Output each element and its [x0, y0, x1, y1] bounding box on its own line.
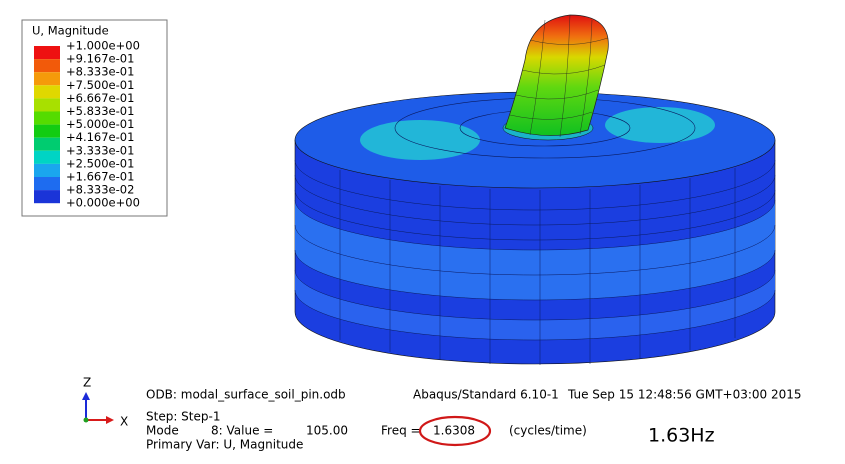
- legend-label: +7.500e-01: [66, 78, 134, 92]
- pin: [504, 14, 609, 136]
- legend-swatch: [34, 59, 60, 73]
- triad-arrow: [82, 392, 90, 400]
- legend: +1.000e+00+9.167e-01+8.333e-01+7.500e-01…: [34, 39, 140, 210]
- side-mesh: [294, 159, 776, 365]
- legend-swatch: [34, 111, 60, 125]
- info-text: ODB: modal_surface_soil_pin.odb: [146, 388, 346, 402]
- top-zone: [605, 107, 715, 143]
- model: [294, 14, 776, 365]
- info-text: 8: Value =: [211, 424, 273, 438]
- legend-label: +4.167e-01: [66, 130, 134, 144]
- info-text: Freq =: [381, 424, 421, 438]
- legend-swatch: [34, 190, 60, 204]
- legend-label: +2.500e-01: [66, 156, 134, 170]
- triad-label: X: [120, 415, 128, 429]
- annotation: 1.63Hz: [648, 425, 715, 447]
- legend-label: +6.667e-01: [66, 91, 134, 105]
- legend-swatch: [34, 177, 60, 191]
- info-text: Abaqus/Standard 6.10-1: [413, 388, 559, 402]
- highlight-ellipse: [418, 415, 492, 447]
- legend-label: +1.667e-01: [66, 170, 134, 184]
- legend-label: +3.333e-01: [66, 143, 134, 157]
- top-zone: [360, 120, 480, 160]
- legend-label: +1.000e+00: [66, 39, 140, 53]
- legend-swatch: [34, 85, 60, 99]
- triad-label: Z: [83, 376, 91, 390]
- triad-arrow: [106, 416, 114, 424]
- triad-origin: [83, 417, 89, 423]
- info-text: Tue Sep 15 12:48:56 GMT+03:00 2015: [567, 388, 802, 402]
- legend-swatch: [34, 137, 60, 151]
- legend-label: +8.333e-01: [66, 65, 134, 79]
- legend-swatch: [34, 98, 60, 112]
- legend-swatch: [34, 46, 60, 60]
- legend-label: +5.833e-01: [66, 104, 134, 118]
- info-text: 1.6308: [433, 424, 475, 438]
- legend-label: +5.000e-01: [66, 117, 134, 131]
- side-band: [295, 270, 775, 340]
- legend-swatch: [34, 150, 60, 164]
- info-text: (cycles/time): [509, 424, 587, 438]
- legend-swatch: [34, 163, 60, 177]
- info-text: Mode: [146, 424, 179, 438]
- legend-label: +0.000e+00: [66, 196, 140, 210]
- pin-mesh: [509, 14, 609, 138]
- info-text: Step: Step-1: [146, 410, 220, 424]
- info-text: 105.00: [306, 424, 348, 438]
- legend-swatch: [34, 124, 60, 138]
- legend-label: +8.333e-02: [66, 183, 134, 197]
- legend-label: +9.167e-01: [66, 52, 134, 66]
- info-text: Primary Var: U, Magnitude: [146, 438, 303, 452]
- legend-swatch: [34, 72, 60, 86]
- legend-title: U, Magnitude: [32, 24, 109, 38]
